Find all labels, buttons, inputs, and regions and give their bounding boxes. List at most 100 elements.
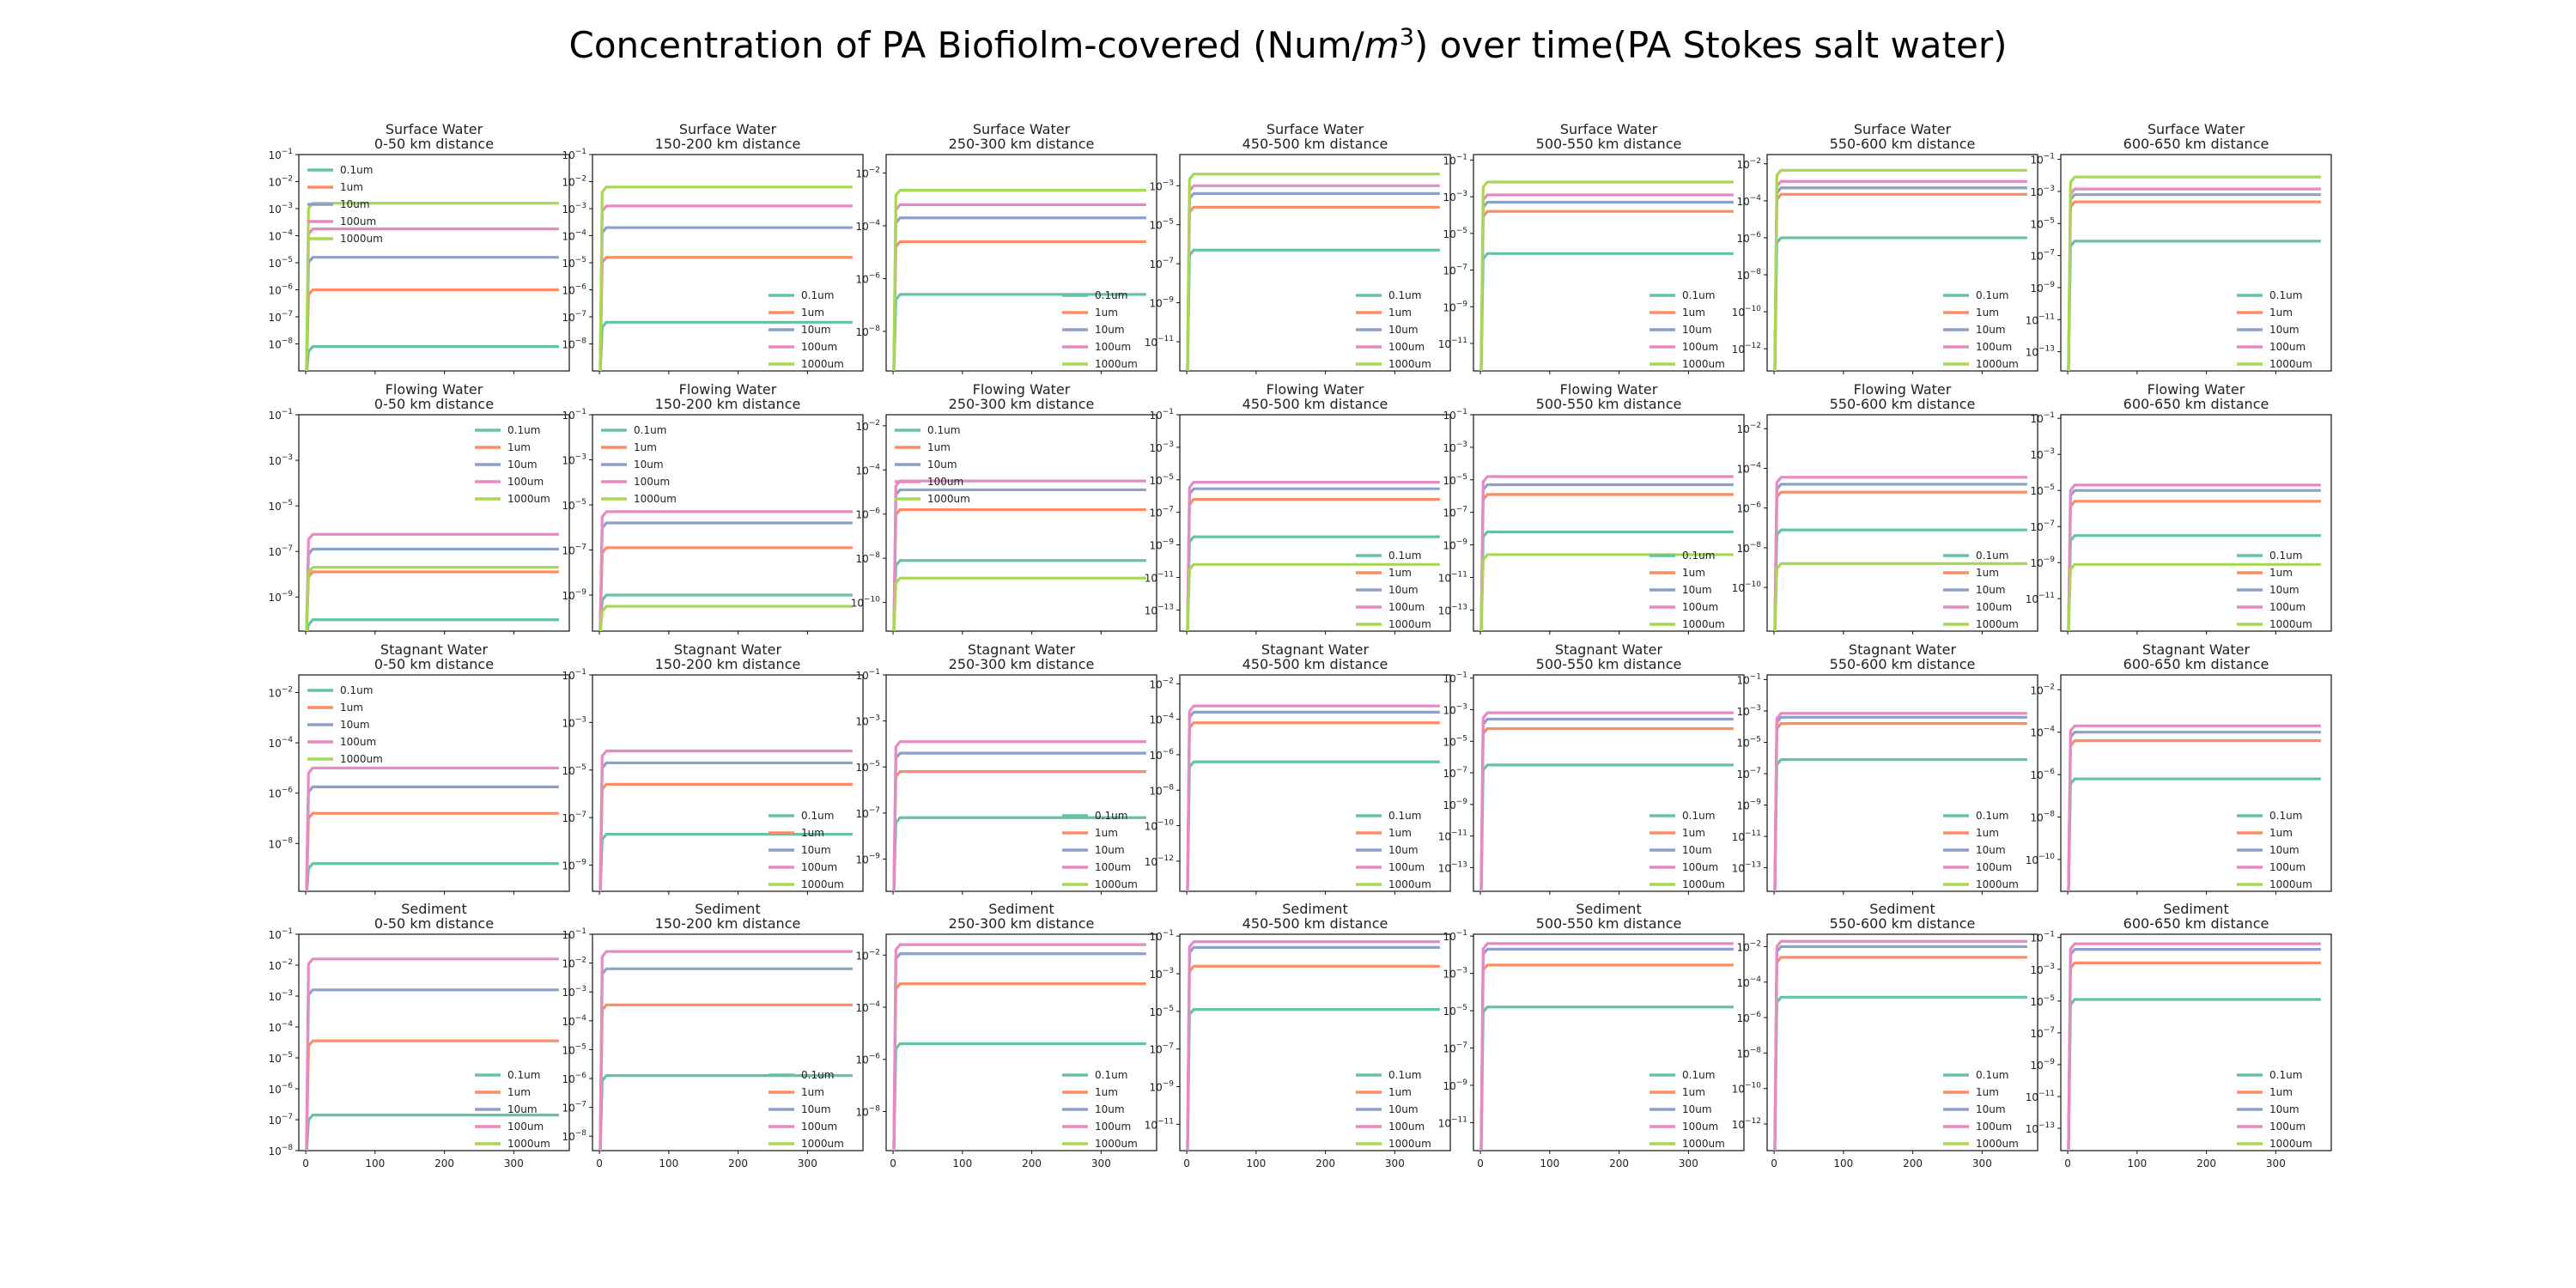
title-suffix: ) over time(PA Stokes salt water) — [1413, 24, 2008, 66]
legend: 0.1um 1um 10um 100um 1000um — [895, 424, 970, 505]
legend-label: 10um — [2269, 844, 2300, 856]
x-tick-label: 300 — [1972, 1157, 1992, 1170]
y-tick-label: 10−1 — [268, 927, 293, 941]
series-group — [892, 188, 1146, 371]
legend-label: 1um — [1976, 567, 1999, 579]
series-group — [1479, 180, 1734, 371]
legend: 0.1um 1um 10um 100um 1000um — [1943, 289, 2019, 370]
subplot-subtitle: 150-200 km distance — [655, 136, 801, 152]
series-line-100um — [1773, 939, 2027, 1151]
y-tick-label: 10−13 — [1732, 861, 1761, 875]
series-line-1000um — [892, 576, 1146, 631]
series-line-100um — [892, 479, 1146, 631]
series-line-1000um — [598, 185, 853, 371]
y-tick-label: 10−7 — [2030, 1026, 2055, 1040]
y-tick-label: 10−11 — [2026, 313, 2055, 326]
legend-label: 10um — [1682, 844, 1712, 856]
plot-frame — [1766, 414, 2038, 632]
y-tick-label: 10−1 — [2030, 411, 2055, 425]
y-tick-label: 10−5 — [1443, 1004, 1467, 1018]
subplot-title: Stagnant Water — [1555, 641, 1663, 658]
legend-label: 100um — [801, 341, 837, 353]
y-tick-label: 10−3 — [1149, 179, 1174, 192]
x-tick-label: 0 — [302, 1157, 309, 1170]
legend-label: 100um — [1682, 1121, 1718, 1133]
y-tick-label: 10−2 — [1149, 677, 1174, 690]
y-tick-label: 10−9 — [855, 852, 880, 866]
y-tick-label: 10−6 — [1736, 1011, 1761, 1024]
subplot-subtitle: 450-500 km distance — [1242, 136, 1388, 152]
series-group — [305, 532, 559, 631]
legend-label: 100um — [1976, 861, 2012, 873]
series-group — [305, 957, 559, 1151]
series-line-1000um — [1479, 180, 1734, 371]
y-tick-label: 10−5 — [1443, 227, 1467, 240]
y-tick-label: 10−8 — [2030, 811, 2055, 824]
series-line-1000um — [1186, 173, 1440, 371]
legend-label: 1000um — [2269, 358, 2312, 370]
y-tick-label: 10−3 — [2030, 185, 2055, 198]
y-tick-label: 10−7 — [2030, 519, 2055, 533]
subplot-subtitle: 450-500 km distance — [1242, 915, 1388, 932]
y-tick-label: 10−11 — [1438, 829, 1467, 843]
y-tick-label: 10−13 — [2026, 1121, 2055, 1135]
legend-label: 1um — [801, 307, 824, 319]
legend-label: 10um — [1976, 584, 2006, 596]
series-group — [1773, 939, 2027, 1151]
series-line-1000um — [892, 188, 1146, 371]
y-tick-label: 10−5 — [562, 498, 586, 512]
legend-label: 100um — [1976, 341, 2012, 353]
y-tick-label: 10−1 — [2030, 931, 2055, 945]
legend-label: 1000um — [1976, 1138, 2019, 1150]
plot-frame — [592, 154, 864, 372]
series-group — [1479, 711, 1734, 891]
y-tick-label: 10−7 — [268, 544, 293, 558]
y-tick-label: 10−2 — [268, 958, 293, 972]
y-tick-label: 10−2 — [2030, 683, 2055, 696]
plot-frame — [1179, 933, 1451, 1151]
plot-frame — [298, 674, 570, 892]
plot-frame — [298, 154, 570, 372]
legend-label: 100um — [2269, 861, 2306, 873]
legend-label: 10um — [1095, 844, 1125, 856]
legend-label: 10um — [2269, 584, 2300, 596]
legend-label: 1000um — [2269, 618, 2312, 630]
y-tick-label: 10−5 — [562, 763, 586, 777]
x-tick-label: 200 — [1903, 1157, 1923, 1170]
series-group — [1186, 481, 1440, 631]
x-tick-label: 200 — [728, 1157, 748, 1170]
y-tick-label: 10−6 — [1736, 501, 1761, 515]
y-tick-label: 10−7 — [1443, 264, 1467, 277]
plot-frame — [885, 154, 1157, 372]
x-tick-label: 0 — [596, 1157, 603, 1170]
legend-label: 1000um — [1388, 1138, 1431, 1150]
series-group — [2067, 724, 2321, 891]
legend: 0.1um 1um 10um 100um 1000um — [2237, 810, 2312, 890]
legend-label: 1000um — [507, 1138, 550, 1150]
legend-label: 0.1um — [1095, 810, 1127, 822]
y-tick-label: 10−10 — [851, 596, 881, 610]
y-tick-label: 10−5 — [268, 499, 293, 513]
y-tick-label: 10−13 — [1438, 603, 1467, 617]
legend-label: 1um — [1095, 1086, 1118, 1098]
y-tick-label: 10−6 — [855, 507, 880, 521]
subplot-title: Sediment — [988, 901, 1054, 917]
legend-label: 1000um — [801, 878, 844, 890]
legend: 0.1um 1um 10um 100um 1000um — [1943, 1069, 2019, 1150]
subplot-title: Sediment — [401, 901, 466, 917]
legend-label: 0.1um — [340, 164, 373, 176]
y-tick-label: 10−7 — [1149, 1042, 1174, 1056]
legend-label: 100um — [1976, 601, 2012, 613]
legend-label: 1000um — [1682, 1138, 1725, 1150]
x-tick-label: 100 — [659, 1157, 678, 1170]
legend-label: 10um — [801, 844, 831, 856]
y-tick-label: 10−6 — [562, 283, 586, 297]
subplot-title: Surface Water — [1854, 121, 1952, 137]
plot-frame — [1179, 674, 1451, 892]
